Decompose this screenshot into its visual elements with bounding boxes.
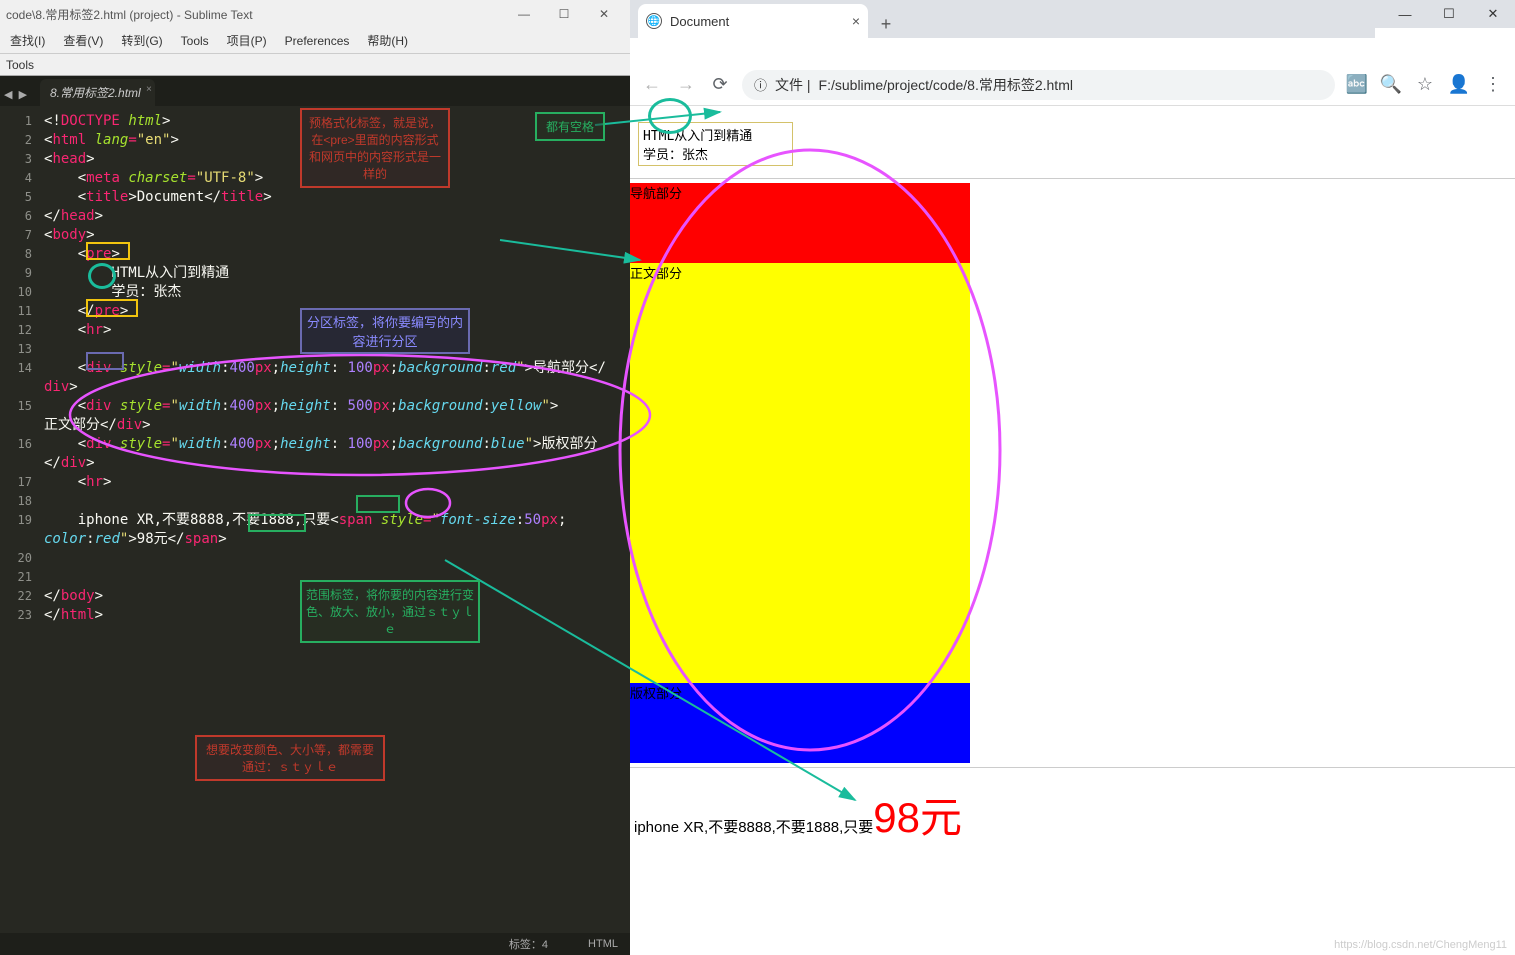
globe-icon: 🌐 (646, 13, 662, 29)
zoom-icon[interactable]: 🔍 (1379, 74, 1403, 95)
new-tab-button[interactable]: + (872, 10, 900, 38)
main-block: 正文部分 (630, 263, 970, 683)
url-prefix: 文件 | (775, 75, 811, 95)
status-syntax: HTML (588, 938, 618, 950)
price-row: iphone XR,不要8888,不要1888,只要98元 (630, 784, 1515, 845)
circle-indent (88, 263, 116, 289)
chrome-max-button[interactable]: ☐ (1427, 6, 1471, 22)
menu-help[interactable]: 帮助(H) (363, 30, 412, 51)
info-icon: ⓘ (754, 75, 767, 94)
chrome-tabstrip: 🌐 Document × + (630, 0, 1375, 38)
menu-view[interactable]: 查看(V) (59, 30, 107, 51)
max-button[interactable]: ☐ (544, 7, 584, 21)
back-icon[interactable]: ← (640, 74, 664, 95)
circle-browser-indent (648, 98, 692, 134)
tools-row: Tools (0, 54, 630, 76)
watermark: https://blog.csdn.net/ChengMeng11 (1334, 939, 1507, 951)
nav-block: 导航部分 (630, 183, 970, 263)
menu-project[interactable]: 项目(P) (223, 30, 271, 51)
menu-icon[interactable]: ⋮ (1481, 74, 1505, 95)
foot-block: 版权部分 (630, 683, 970, 763)
menu-tools[interactable]: Tools (177, 32, 213, 50)
hr-2 (630, 767, 1515, 768)
highlight-div (86, 352, 124, 370)
nav-arrows[interactable]: ◀ ▶ (4, 88, 27, 101)
status-indent: 标签：4 (509, 936, 548, 952)
highlight-span-close (248, 514, 306, 532)
chrome-min-button[interactable]: — (1383, 7, 1427, 22)
sublime-menubar: 查找(I) 查看(V) 转到(G) Tools 项目(P) Preference… (0, 28, 630, 54)
menu-find[interactable]: 查找(I) (6, 30, 49, 51)
pre-line2: 学员：张杰 (643, 148, 708, 163)
chrome-tab-close-icon[interactable]: × (852, 13, 860, 29)
min-button[interactable]: — (504, 7, 544, 21)
forward-icon[interactable]: → (674, 74, 698, 95)
sublime-titlebar: code\8.常用标签2.html (project) - Sublime Te… (0, 0, 630, 28)
chrome-window: — ☐ ✕ 🌐 Document × + ← → ⟳ ⓘ 文件 | F:/sub… (630, 0, 1515, 955)
tools-label: Tools (6, 58, 34, 72)
highlight-pre-open (86, 242, 130, 260)
line-gutter: 1234567891011121314151617181920212223 (0, 106, 40, 933)
menu-preferences[interactable]: Preferences (281, 32, 354, 50)
sublime-window: code\8.常用标签2.html (project) - Sublime Te… (0, 0, 630, 955)
reload-icon[interactable]: ⟳ (708, 74, 732, 95)
window-title: code\8.常用标签2.html (project) - Sublime Te… (6, 6, 504, 23)
url-bar[interactable]: ⓘ 文件 | F:/sublime/project/code/8.常用标签2.h… (742, 70, 1335, 100)
file-tab[interactable]: 8.常用标签2.html × (40, 79, 155, 106)
close-button[interactable]: ✕ (584, 7, 624, 21)
highlight-pre-close (86, 299, 138, 317)
star-icon[interactable]: ☆ (1413, 74, 1437, 95)
tab-close-icon[interactable]: × (146, 84, 152, 95)
editor[interactable]: 1234567891011121314151617181920212223 <!… (0, 106, 630, 933)
chrome-toolbar: ← → ⟳ ⓘ 文件 | F:/sublime/project/code/8.常… (630, 64, 1515, 106)
menu-goto[interactable]: 转到(G) (117, 30, 166, 51)
price-prefix: iphone XR,不要8888,不要1888,只要 (634, 819, 873, 836)
status-bar: 标签：4 HTML (0, 933, 630, 955)
code-area[interactable]: <!DOCTYPE html> <html lang="en"> <head> … (40, 106, 630, 933)
price-value: 98元 (873, 794, 962, 841)
chrome-close-button[interactable]: ✕ (1471, 6, 1515, 22)
chrome-tab-title: Document (670, 14, 729, 29)
sublime-tabbar: 8.常用标签2.html × (0, 76, 630, 106)
tab-label: 8.常用标签2.html (50, 86, 141, 100)
highlight-span-open (356, 495, 400, 513)
url-text: F:/sublime/project/code/8.常用标签2.html (819, 75, 1073, 95)
profile-icon[interactable]: 👤 (1447, 74, 1471, 95)
page-viewport: HTML从入门到精通 学员：张杰 导航部分 正文部分 版权部分 iphone X… (630, 106, 1515, 955)
hr-1 (630, 178, 1515, 179)
chrome-tab[interactable]: 🌐 Document × (638, 4, 868, 38)
translate-icon[interactable]: 🔤 (1345, 74, 1369, 95)
